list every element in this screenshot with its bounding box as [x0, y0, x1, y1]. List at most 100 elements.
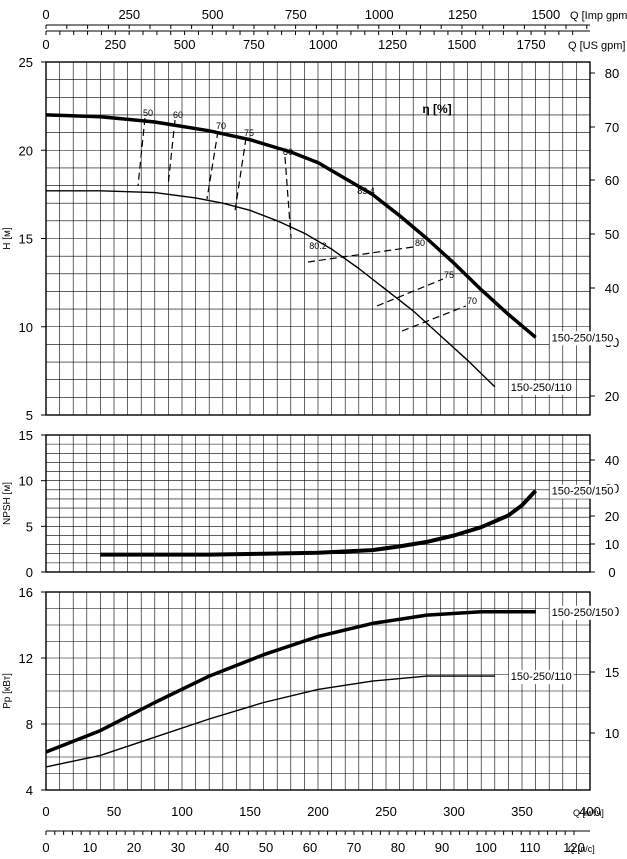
- us-gpm-tick-label: 1500: [447, 37, 476, 52]
- imp-gpm-tick-label: 750: [285, 7, 307, 22]
- y-tick-label-head: 20: [19, 143, 33, 158]
- us-gpm-tick-label: 0: [42, 37, 49, 52]
- efficiency-isoline: [234, 137, 247, 212]
- m3h-tick-label: 100: [171, 804, 193, 819]
- series-label-bg: [508, 670, 574, 685]
- series-label-npsh: 150-250/150: [552, 486, 614, 498]
- imp-gpm-tick-label: 1500: [531, 7, 560, 22]
- curve-npsh-150-250-150: [100, 489, 538, 557]
- series-label-head: 150-250/150: [552, 332, 614, 344]
- series-label-bg: [508, 380, 574, 395]
- m3h-tick-label: 150: [239, 804, 261, 819]
- curve-power-150-250-110: [45, 675, 495, 768]
- curve-head-150-250-150: [45, 113, 537, 339]
- ls-tick-label: 60: [303, 840, 317, 855]
- imp-gpm-tick-label: 0: [42, 7, 49, 22]
- ls-tick-label: 90: [435, 840, 449, 855]
- efficiency-value-label: 50: [143, 108, 153, 118]
- y-tick-label-head: 5: [26, 408, 33, 423]
- right-tick-label-power: 15: [605, 665, 619, 680]
- efficiency-isoline: [401, 305, 467, 332]
- us-gpm-tick-label: 1750: [517, 37, 546, 52]
- ls-tick-label: 50: [259, 840, 273, 855]
- ls-tick-label: 120: [563, 840, 585, 855]
- efficiency-value-label: 70: [467, 296, 477, 306]
- right-tick-label-npsh: 0: [608, 565, 615, 580]
- m3h-tick-label: 0: [42, 804, 49, 819]
- ls-tick-label: 110: [520, 840, 541, 855]
- series-label-power: 150-250/110: [511, 671, 572, 683]
- m3h-tick-label: 200: [307, 804, 329, 819]
- curve-layer: [45, 113, 538, 768]
- ls-axis-label: Q [л/с]: [568, 844, 595, 854]
- us-gpm-axis-label: Q [US gpm]: [568, 40, 625, 52]
- y-tick-label-power: 4: [26, 783, 33, 798]
- us-gpm-tick-label: 1000: [309, 37, 338, 52]
- imp-gpm-tick-label: 1250: [448, 7, 477, 22]
- m3h-tick-label: 50: [107, 804, 121, 819]
- grid-layer: [45, 61, 591, 791]
- us-gpm-tick-label: 1250: [378, 37, 407, 52]
- y-tick-label-head: 15: [19, 232, 33, 247]
- efficiency-value-label: 75: [444, 270, 454, 280]
- curve-power-150-250-150: [45, 610, 536, 754]
- imp-gpm-tick-label: 1000: [365, 7, 394, 22]
- imp-gpm-axis-label: Q [Imp gpm: [570, 10, 627, 22]
- right-tick-label-npsh: 20: [605, 509, 619, 524]
- ls-tick-label: 40: [215, 840, 229, 855]
- y-tick-label-head: 10: [19, 320, 33, 335]
- imp-gpm-tick-label: 500: [202, 7, 224, 22]
- us-gpm-tick-label: 500: [174, 37, 196, 52]
- ls-tick-label: 70: [347, 840, 361, 855]
- m3h-axis-label: Q [м³/ч]: [573, 808, 604, 818]
- y-axis-label-power: Pp [кВт]: [2, 673, 13, 709]
- m3h-tick-label: 300: [443, 804, 465, 819]
- us-gpm-tick-label: 250: [104, 37, 126, 52]
- efficiency-value-label: 60: [173, 110, 183, 120]
- efficiency-isoline: [206, 130, 219, 200]
- curve-head-150-250-110: [46, 190, 496, 388]
- y-tick-label-npsh: 15: [19, 428, 33, 443]
- efficiency-label: η [%]: [422, 102, 451, 116]
- efficiency-isoline: [376, 278, 444, 307]
- right-tick-label-power: 10: [605, 726, 619, 741]
- right-tick-label-head: 70: [605, 120, 619, 135]
- y-tick-label-npsh: 5: [26, 519, 33, 534]
- ls-tick-label: 20: [127, 840, 141, 855]
- right-tick-label-head: 50: [605, 227, 619, 242]
- efficiency-value-label: 80.2: [309, 241, 327, 251]
- y-tick-label-npsh: 0: [26, 565, 33, 580]
- series-label-bg: [549, 484, 616, 499]
- right-tick-label-npsh: 40: [605, 453, 619, 468]
- efficiency-isoline: [137, 117, 146, 187]
- m3h-tick-label: 250: [375, 804, 397, 819]
- efficiency-value-label: 75: [244, 128, 254, 138]
- y-axis-label-head: H [м]: [2, 227, 13, 250]
- label-layer: 5 10 15 20 25 H [м] 0 5 10 15 NPSH [м] 4 8 12 16 Pp [кВ…: [2, 7, 627, 855]
- y-axis-label-npsh: NPSH [м]: [2, 482, 13, 525]
- m3h-tick-label: 400: [579, 804, 601, 819]
- y-tick-label-head: 25: [19, 55, 33, 70]
- efficiency-value-label: 83.4: [357, 186, 375, 196]
- series-label-power: 150-250/150: [552, 607, 614, 619]
- right-tick-label-head: 60: [605, 173, 619, 188]
- imp-gpm-tick-label: 250: [118, 7, 140, 22]
- right-tick-label-npsh: 10: [605, 537, 619, 552]
- ls-tick-label: 30: [171, 840, 185, 855]
- efficiency-value-label: 70: [216, 121, 226, 131]
- efficiency-value-label: 80: [283, 147, 293, 157]
- series-label-head: 150-250/110: [511, 382, 572, 394]
- right-tick-label-head: 80: [605, 66, 619, 81]
- series-label-bg: [549, 331, 616, 346]
- efficiency-isoline: [307, 246, 414, 263]
- series-label-bg: [549, 605, 616, 620]
- us-gpm-tick-label: 750: [243, 37, 265, 52]
- efficiency-isoline: [167, 119, 176, 187]
- ls-tick-label: 10: [83, 840, 97, 855]
- efficiency-value-label: 80: [415, 238, 425, 248]
- y-tick-label-power: 16: [19, 585, 33, 600]
- m3h-tick-label: 350: [511, 804, 533, 819]
- y-tick-label-npsh: 10: [19, 474, 33, 489]
- right-tick-label-head: 40: [605, 281, 619, 296]
